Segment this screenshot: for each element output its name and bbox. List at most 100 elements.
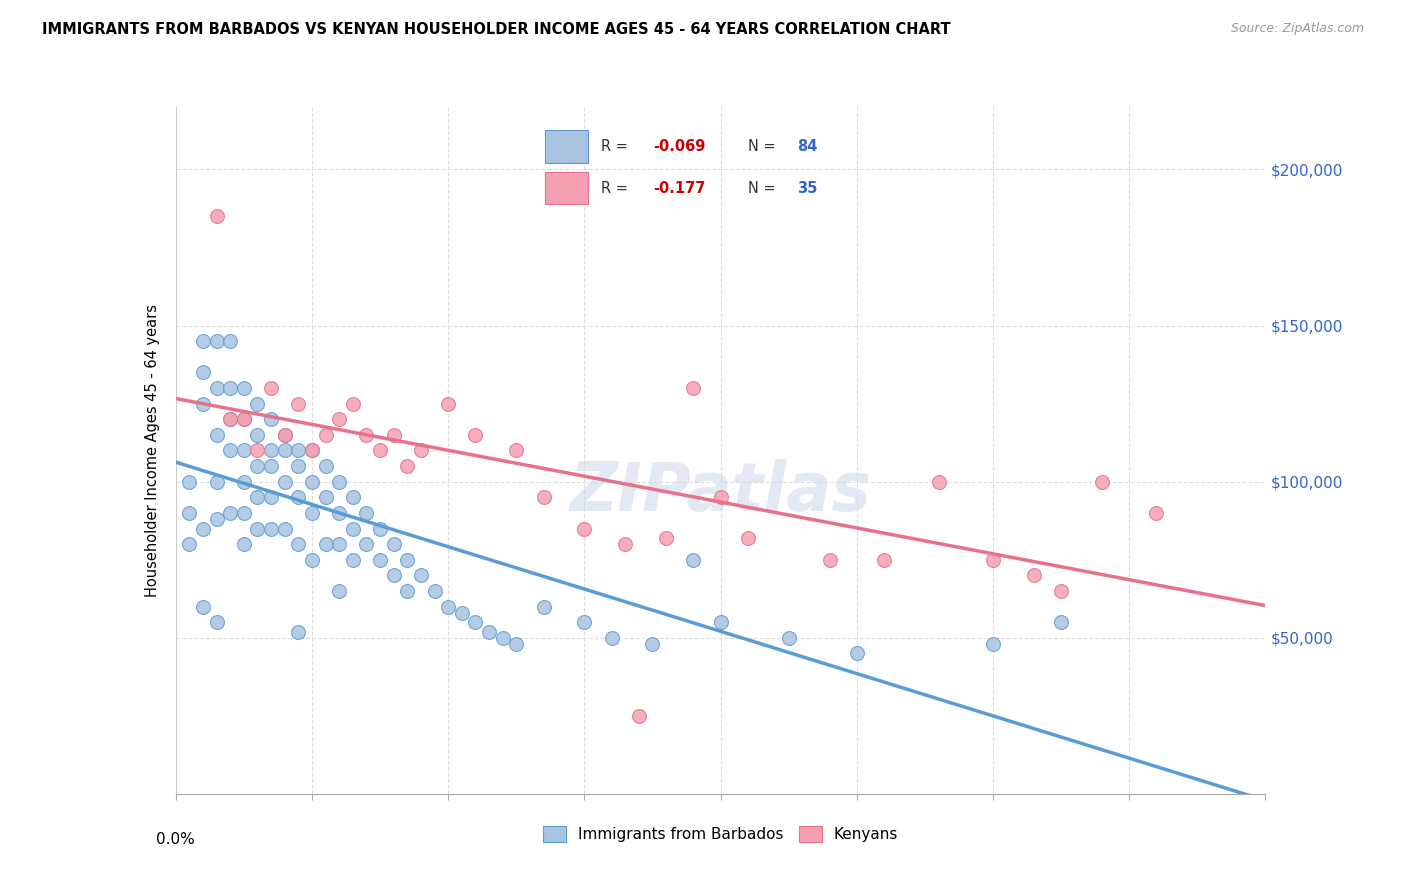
Point bbox=[342, 396, 364, 410]
Point bbox=[409, 568, 432, 582]
Point bbox=[356, 537, 378, 551]
Point bbox=[232, 443, 254, 458]
Point bbox=[191, 521, 214, 535]
Point bbox=[246, 396, 269, 410]
Point bbox=[368, 521, 391, 535]
Point bbox=[246, 521, 269, 535]
Point bbox=[478, 624, 501, 639]
Point bbox=[260, 521, 283, 535]
Point bbox=[533, 599, 555, 614]
Point bbox=[437, 396, 460, 410]
Point bbox=[205, 475, 228, 489]
Point bbox=[368, 443, 391, 458]
Point bbox=[274, 427, 297, 442]
Point bbox=[505, 637, 527, 651]
Point bbox=[342, 490, 364, 504]
Text: 0.0%: 0.0% bbox=[156, 831, 195, 847]
Point bbox=[368, 552, 391, 567]
Point bbox=[260, 458, 283, 473]
Point bbox=[614, 537, 637, 551]
Text: ZIPatlas: ZIPatlas bbox=[569, 458, 872, 524]
Point bbox=[505, 443, 527, 458]
Point bbox=[328, 537, 350, 551]
Point bbox=[356, 427, 378, 442]
Point bbox=[191, 334, 214, 348]
Point bbox=[260, 443, 283, 458]
Point bbox=[873, 552, 896, 567]
Point bbox=[315, 490, 337, 504]
Point bbox=[205, 334, 228, 348]
Point bbox=[342, 521, 364, 535]
Point bbox=[574, 615, 596, 630]
Point bbox=[219, 381, 242, 395]
Point bbox=[641, 637, 664, 651]
Point bbox=[179, 537, 201, 551]
Point bbox=[301, 443, 323, 458]
Point bbox=[423, 583, 446, 598]
Point bbox=[246, 490, 269, 504]
Point bbox=[437, 599, 460, 614]
Point bbox=[287, 537, 309, 551]
Point bbox=[232, 412, 254, 426]
Point bbox=[1022, 568, 1045, 582]
Point bbox=[301, 475, 323, 489]
Point bbox=[409, 443, 432, 458]
Point bbox=[246, 458, 269, 473]
Point bbox=[287, 458, 309, 473]
Point bbox=[219, 412, 242, 426]
Point bbox=[260, 490, 283, 504]
Point bbox=[396, 583, 419, 598]
Point bbox=[464, 427, 486, 442]
Point bbox=[219, 443, 242, 458]
Point bbox=[981, 637, 1004, 651]
Point bbox=[450, 606, 472, 620]
Point bbox=[328, 412, 350, 426]
Legend: Immigrants from Barbados, Kenyans: Immigrants from Barbados, Kenyans bbox=[537, 820, 904, 848]
Point bbox=[356, 506, 378, 520]
Point bbox=[179, 506, 201, 520]
Point bbox=[464, 615, 486, 630]
Point bbox=[1050, 583, 1073, 598]
Point bbox=[219, 334, 242, 348]
Point bbox=[627, 708, 650, 723]
Point bbox=[778, 631, 800, 645]
Point bbox=[287, 443, 309, 458]
Point bbox=[205, 615, 228, 630]
Point bbox=[382, 427, 405, 442]
Point bbox=[191, 366, 214, 380]
Y-axis label: Householder Income Ages 45 - 64 years: Householder Income Ages 45 - 64 years bbox=[145, 304, 160, 597]
Point bbox=[396, 458, 419, 473]
Point bbox=[232, 412, 254, 426]
Point bbox=[260, 412, 283, 426]
Point bbox=[232, 381, 254, 395]
Point bbox=[191, 599, 214, 614]
Point bbox=[232, 475, 254, 489]
Point bbox=[287, 490, 309, 504]
Point bbox=[1091, 475, 1114, 489]
Point bbox=[219, 506, 242, 520]
Point bbox=[328, 506, 350, 520]
Point bbox=[274, 427, 297, 442]
Point bbox=[232, 537, 254, 551]
Point bbox=[274, 443, 297, 458]
Point bbox=[274, 475, 297, 489]
Point bbox=[682, 381, 704, 395]
Point bbox=[928, 475, 950, 489]
Point bbox=[287, 396, 309, 410]
Point bbox=[301, 552, 323, 567]
Point bbox=[260, 381, 283, 395]
Point bbox=[981, 552, 1004, 567]
Point bbox=[600, 631, 623, 645]
Point bbox=[655, 531, 678, 545]
Point bbox=[205, 209, 228, 223]
Point bbox=[315, 537, 337, 551]
Point bbox=[287, 624, 309, 639]
Point bbox=[818, 552, 841, 567]
Point bbox=[574, 521, 596, 535]
Point bbox=[737, 531, 759, 545]
Point bbox=[246, 427, 269, 442]
Point bbox=[315, 458, 337, 473]
Point bbox=[710, 615, 733, 630]
Point bbox=[301, 506, 323, 520]
Text: Source: ZipAtlas.com: Source: ZipAtlas.com bbox=[1230, 22, 1364, 36]
